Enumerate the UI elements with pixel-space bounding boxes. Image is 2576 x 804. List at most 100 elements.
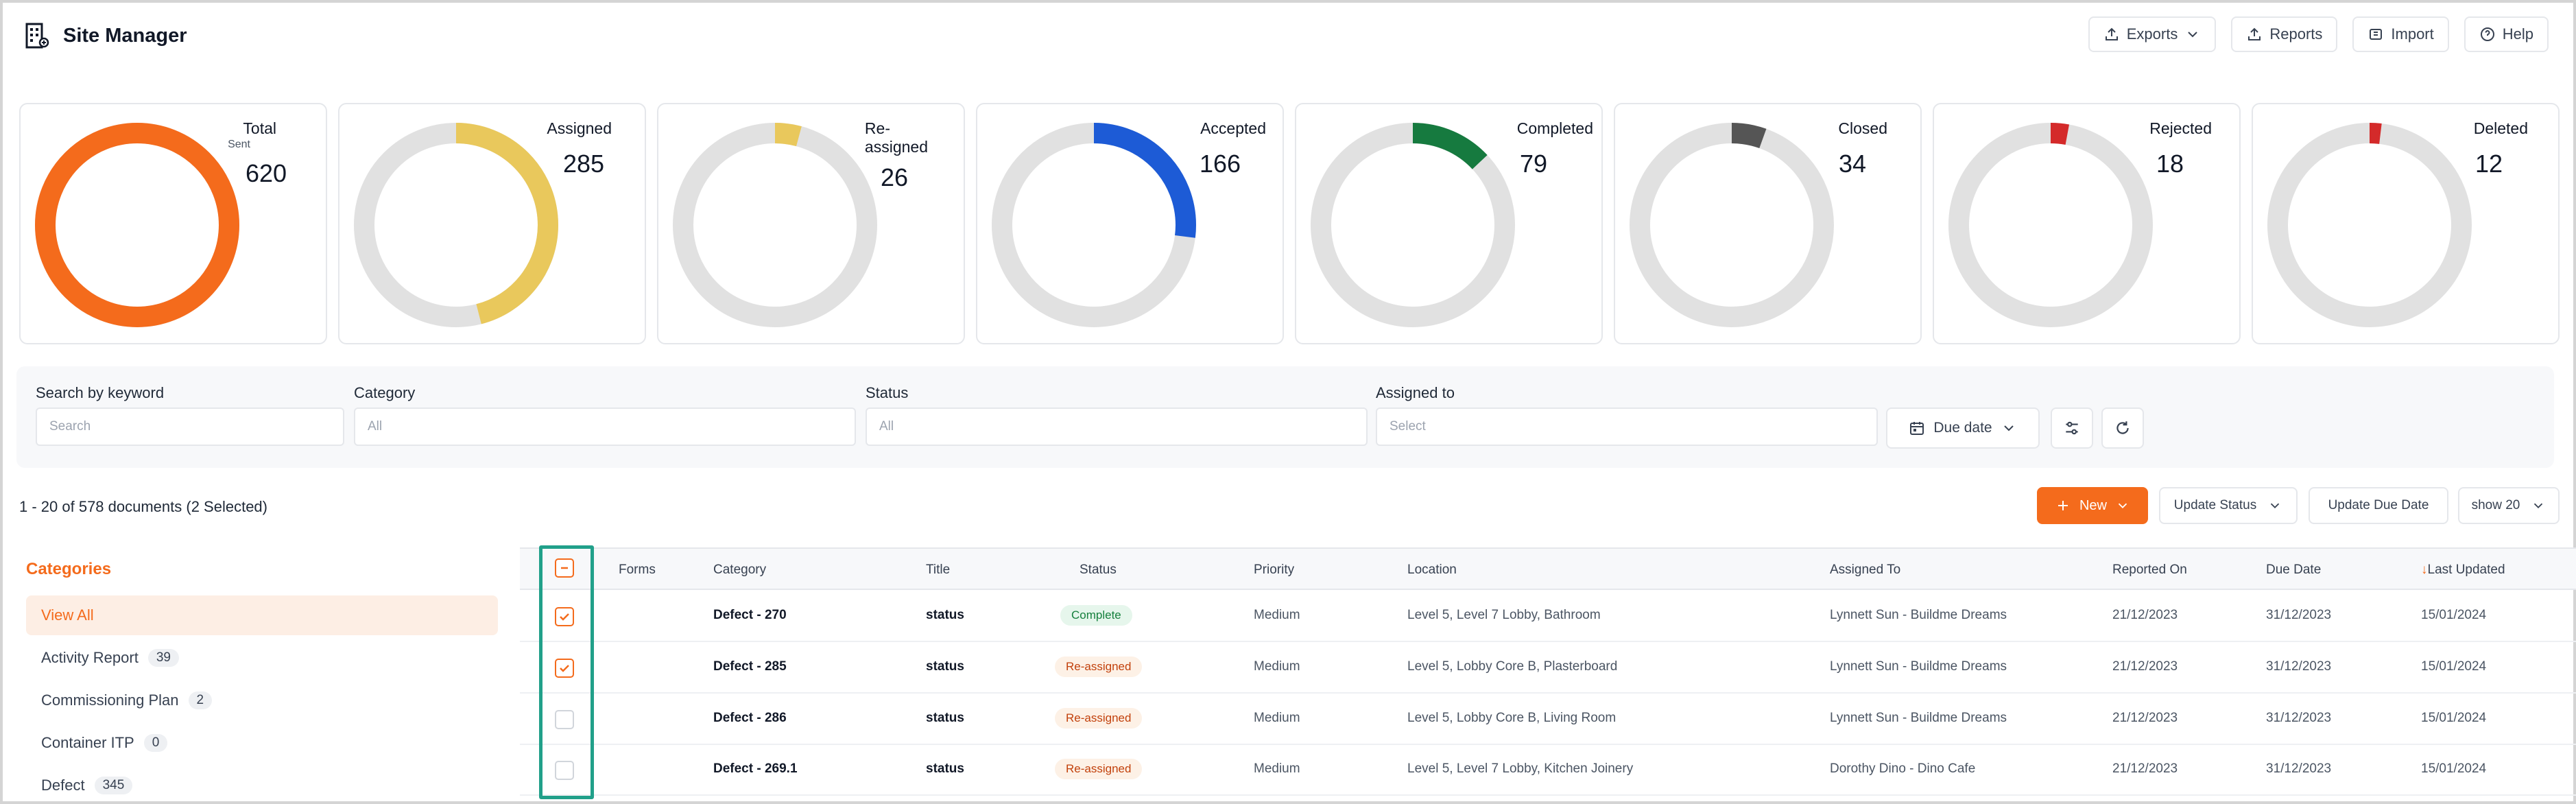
- stat-card-reassigned[interactable]: Re- assigned 26: [657, 103, 965, 344]
- column-header-assigned-to[interactable]: Assigned To: [1830, 563, 1901, 577]
- import-button[interactable]: Import: [2352, 16, 2449, 52]
- page-size-select[interactable]: show 20: [2458, 487, 2560, 524]
- assigned-label: Assigned to: [1376, 384, 1455, 401]
- filter-panel: Search by keyword Search Category All St…: [16, 366, 2554, 468]
- row-checkbox[interactable]: [555, 710, 574, 729]
- column-header-priority[interactable]: Priority: [1254, 563, 1295, 577]
- column-header-reported-on[interactable]: Reported On: [2112, 563, 2187, 577]
- update-status-button[interactable]: Update Status: [2159, 487, 2298, 524]
- header-actions: Exports Reports Import Help: [2088, 16, 2549, 52]
- row-checkbox[interactable]: [555, 761, 574, 780]
- category-select[interactable]: All: [354, 407, 856, 446]
- cell-reported-on: 21/12/2023: [2112, 761, 2178, 776]
- stat-card-deleted[interactable]: Deleted 12: [2252, 103, 2560, 344]
- stat-card-rejected[interactable]: Rejected 18: [1933, 103, 2241, 344]
- stat-value: 285: [563, 150, 605, 178]
- category-item-container-itp[interactable]: Container ITP 0: [26, 723, 498, 763]
- filter-settings-button[interactable]: [2051, 407, 2093, 449]
- cell-due-date: 31/12/2023: [2266, 761, 2332, 776]
- stat-card-closed[interactable]: Closed 34: [1614, 103, 1922, 344]
- select-all-checkbox[interactable]: [555, 558, 574, 578]
- category-placeholder: All: [368, 419, 383, 434]
- category-label: View All: [41, 606, 94, 624]
- column-header-last-updated[interactable]: ↓Last Updated: [2421, 563, 2505, 578]
- stat-card-total[interactable]: Total Sent 620: [19, 103, 327, 344]
- category-item-activity-report[interactable]: Activity Report 39: [26, 638, 498, 678]
- category-count-badge: 0: [143, 734, 168, 752]
- category-label: Category: [354, 384, 416, 401]
- stat-label: Total: [243, 119, 276, 137]
- help-button[interactable]: Help: [2464, 16, 2549, 52]
- cell-reported-on: 21/12/2023: [2112, 659, 2178, 674]
- chevron-down-icon: [2003, 425, 2014, 431]
- cell-category: Defect - 269.1: [713, 761, 798, 776]
- column-header-title[interactable]: Title: [926, 563, 951, 577]
- cell-title: status: [926, 608, 964, 622]
- app-header: Site Manager: [25, 19, 187, 52]
- category-item-commissioning-plan[interactable]: Commissioning Plan 2: [26, 681, 498, 720]
- column-header-category[interactable]: Category: [713, 563, 767, 577]
- chevron-down-icon: [2118, 503, 2127, 509]
- category-count-badge: 345: [94, 777, 133, 794]
- help-label: Help: [2502, 25, 2533, 43]
- stat-card-assigned[interactable]: Assigned 285: [338, 103, 646, 344]
- exports-button[interactable]: Exports: [2088, 16, 2217, 52]
- cell-title: status: [926, 761, 964, 776]
- reports-button[interactable]: Reports: [2231, 16, 2338, 52]
- donut-chart: [1948, 123, 2153, 327]
- stat-card-accepted[interactable]: Accepted 166: [976, 103, 1284, 344]
- due-date-button[interactable]: Due date: [1886, 407, 2040, 449]
- stat-label: Closed: [1838, 119, 1887, 137]
- table-row[interactable]: Defect - 269.1 status Re-assigned Medium…: [520, 745, 2576, 796]
- table-row[interactable]: Defect - 286 status Re-assigned Medium L…: [520, 694, 2576, 745]
- chevron-down-icon: [2534, 503, 2543, 509]
- status-badge: Re-assigned: [1055, 657, 1143, 677]
- cell-assigned-to: Lynnett Sun - Buildme Dreams: [1830, 608, 2007, 622]
- page-title: Site Manager: [63, 24, 187, 47]
- stat-value: 18: [2156, 150, 2184, 178]
- assigned-select[interactable]: Select: [1376, 407, 1878, 446]
- search-input[interactable]: Search: [36, 407, 344, 446]
- stat-label: Deleted: [2473, 119, 2528, 137]
- new-label: New: [2079, 497, 2107, 513]
- cell-location: Level 5, Level 7 Lobby, Kitchen Joinery: [1407, 761, 1634, 776]
- categories-title: Categories: [26, 560, 112, 578]
- stat-value: 34: [1839, 150, 1867, 178]
- stat-label: Assigned: [547, 119, 612, 137]
- help-icon: [2480, 27, 2494, 41]
- upload-icon: [2248, 27, 2261, 40]
- import-icon: [2370, 29, 2383, 40]
- column-header-due-date[interactable]: Due Date: [2266, 563, 2322, 577]
- cell-title: status: [926, 659, 964, 674]
- row-checkbox[interactable]: [555, 607, 574, 626]
- cell-last-updated: 15/01/2024: [2421, 761, 2487, 776]
- column-header-location[interactable]: Location: [1407, 563, 1457, 577]
- donut-chart: [1311, 123, 1515, 327]
- status-select[interactable]: All: [866, 407, 1368, 446]
- table-row[interactable]: Defect - 270 status Complete Medium Leve…: [520, 591, 2576, 642]
- cell-priority: Medium: [1254, 711, 1300, 725]
- donut-chart: [992, 123, 1196, 327]
- column-header-status[interactable]: Status: [1080, 563, 1117, 577]
- cell-category: Defect - 285: [713, 659, 787, 674]
- status-label: Status: [866, 384, 909, 401]
- reset-button[interactable]: [2101, 407, 2144, 449]
- calendar-icon: [1910, 422, 1924, 435]
- keyword-label: Search by keyword: [36, 384, 165, 401]
- update-due-date-label: Update Due Date: [2328, 498, 2429, 512]
- cell-priority: Medium: [1254, 761, 1300, 776]
- stat-card-completed[interactable]: Completed 79: [1295, 103, 1603, 344]
- table-row[interactable]: Defect - 285 status Re-assigned Medium L…: [520, 643, 2576, 694]
- cell-location: Level 5, Level 7 Lobby, Bathroom: [1407, 608, 1601, 622]
- sort-desc-icon: ↓: [2421, 563, 2428, 577]
- category-item-view-all[interactable]: View All: [26, 595, 498, 635]
- cell-assigned-to: Dorothy Dino - Dino Cafe: [1830, 761, 1976, 776]
- category-item-defect[interactable]: Defect 345: [26, 766, 498, 804]
- exports-label: Exports: [2126, 25, 2178, 43]
- plus-icon: [2058, 501, 2068, 510]
- chevron-down-icon: [2271, 503, 2280, 509]
- column-header-forms[interactable]: Forms: [619, 563, 656, 577]
- new-button[interactable]: New: [2037, 487, 2148, 524]
- update-due-date-button[interactable]: Update Due Date: [2309, 487, 2448, 524]
- row-checkbox[interactable]: [555, 659, 574, 678]
